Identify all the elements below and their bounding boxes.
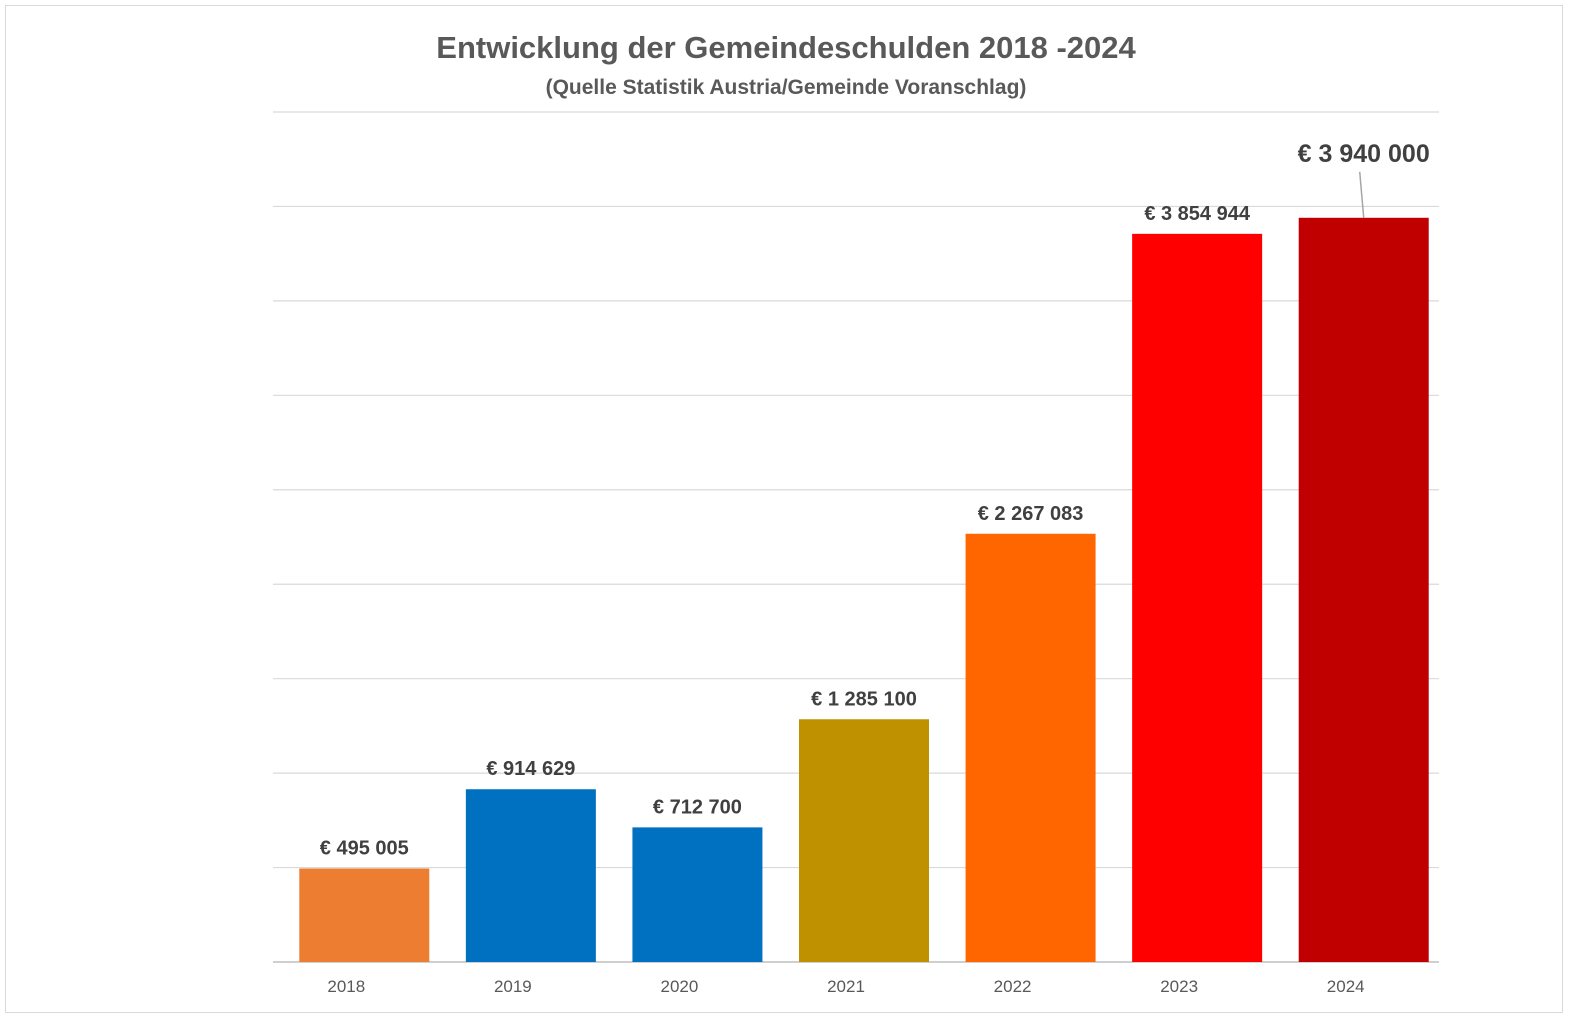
data-label-2023: € 3 854 944 <box>1144 203 1251 225</box>
data-label-2024: € 3 940 000 <box>1298 140 1430 168</box>
data-label-2021: € 1 285 100 <box>811 688 917 710</box>
data-label-2018: € 495 005 <box>320 837 409 859</box>
bar-2024 <box>1298 217 1429 962</box>
x-tick-2019: 2019 <box>494 977 532 996</box>
bar-2020 <box>632 827 763 962</box>
data-label-2020: € 712 700 <box>653 796 742 818</box>
chart-title: Entwicklung der Gemeindeschulden 2018 -2… <box>436 30 1136 65</box>
bar-2022 <box>965 533 1096 962</box>
chart-frame <box>5 5 1563 1013</box>
x-tick-2022: 2022 <box>994 977 1032 996</box>
x-tick-2018: 2018 <box>327 977 365 996</box>
x-tick-2024: 2024 <box>1327 977 1365 996</box>
x-tick-2021: 2021 <box>827 977 865 996</box>
data-label-2019: € 914 629 <box>486 758 575 780</box>
bars <box>299 217 1429 962</box>
x-axis-ticks: 2018 2019 2020 2021 2022 2023 2024 <box>327 977 1364 996</box>
bar-2021 <box>799 719 929 962</box>
bar-2019 <box>465 789 596 962</box>
chart-subtitle: (Quelle Statistik Austria/Gemeinde Voran… <box>546 76 1027 99</box>
data-label-2022: € 2 267 083 <box>978 503 1084 525</box>
bar-2023 <box>1132 233 1263 962</box>
bar-2018 <box>299 868 430 962</box>
x-tick-2020: 2020 <box>661 977 699 996</box>
label-leader-line <box>1358 171 1365 218</box>
x-tick-2023: 2023 <box>1160 977 1198 996</box>
data-labels: € 495 005 € 914 629 € 712 700 € 1 285 100 € … <box>320 140 1430 860</box>
